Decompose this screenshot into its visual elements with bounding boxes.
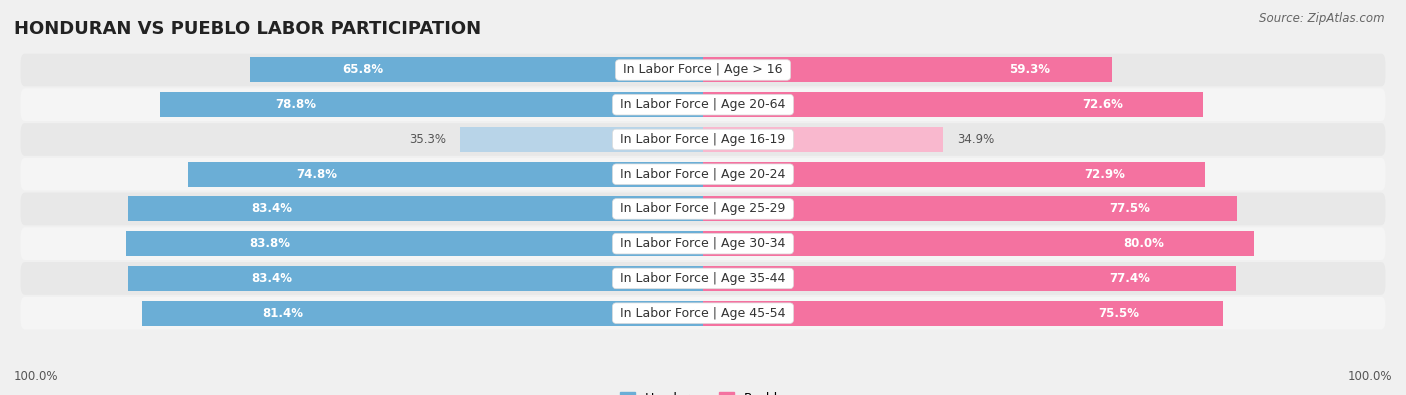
Text: 80.0%: 80.0% [1123, 237, 1164, 250]
Text: HONDURAN VS PUEBLO LABOR PARTICIPATION: HONDURAN VS PUEBLO LABOR PARTICIPATION [14, 19, 481, 38]
Bar [703, 231, 1254, 256]
Bar [142, 301, 703, 325]
FancyBboxPatch shape [21, 54, 1385, 87]
FancyBboxPatch shape [21, 297, 1385, 329]
Text: 100.0%: 100.0% [14, 371, 59, 384]
Bar [187, 162, 703, 187]
Text: 77.4%: 77.4% [1109, 272, 1150, 285]
Bar [703, 266, 1236, 291]
Bar [128, 196, 703, 222]
Bar [460, 127, 703, 152]
Text: 77.5%: 77.5% [1109, 203, 1150, 215]
Text: 34.9%: 34.9% [957, 133, 994, 146]
Text: 78.8%: 78.8% [276, 98, 316, 111]
Bar [703, 162, 1205, 187]
Text: 74.8%: 74.8% [297, 168, 337, 181]
Text: In Labor Force | Age 35-44: In Labor Force | Age 35-44 [616, 272, 790, 285]
Text: In Labor Force | Age 20-64: In Labor Force | Age 20-64 [616, 98, 790, 111]
Text: 81.4%: 81.4% [262, 307, 302, 320]
Bar [703, 58, 1112, 83]
Bar [160, 92, 703, 117]
Bar [703, 196, 1237, 222]
Bar [128, 266, 703, 291]
FancyBboxPatch shape [21, 123, 1385, 156]
FancyBboxPatch shape [21, 193, 1385, 225]
Legend: Honduran, Pueblo: Honduran, Pueblo [614, 387, 792, 395]
Bar [703, 127, 943, 152]
Text: 35.3%: 35.3% [409, 133, 446, 146]
Text: In Labor Force | Age 25-29: In Labor Force | Age 25-29 [616, 203, 790, 215]
Text: 100.0%: 100.0% [1347, 371, 1392, 384]
FancyBboxPatch shape [21, 158, 1385, 190]
Text: In Labor Force | Age > 16: In Labor Force | Age > 16 [619, 64, 787, 77]
Text: 83.4%: 83.4% [252, 272, 292, 285]
Text: 75.5%: 75.5% [1098, 307, 1140, 320]
Text: In Labor Force | Age 20-24: In Labor Force | Age 20-24 [616, 168, 790, 181]
Bar [125, 231, 703, 256]
Text: In Labor Force | Age 16-19: In Labor Force | Age 16-19 [616, 133, 790, 146]
FancyBboxPatch shape [21, 228, 1385, 260]
Text: Source: ZipAtlas.com: Source: ZipAtlas.com [1260, 12, 1385, 25]
FancyBboxPatch shape [21, 88, 1385, 121]
Bar [250, 58, 703, 83]
Bar [703, 301, 1223, 325]
Text: 83.8%: 83.8% [249, 237, 291, 250]
Text: In Labor Force | Age 30-34: In Labor Force | Age 30-34 [616, 237, 790, 250]
Text: 83.4%: 83.4% [252, 203, 292, 215]
Text: 59.3%: 59.3% [1010, 64, 1050, 77]
Text: 72.6%: 72.6% [1083, 98, 1123, 111]
Text: In Labor Force | Age 45-54: In Labor Force | Age 45-54 [616, 307, 790, 320]
FancyBboxPatch shape [21, 262, 1385, 295]
Text: 72.9%: 72.9% [1084, 168, 1125, 181]
Bar [703, 92, 1204, 117]
Text: 65.8%: 65.8% [343, 64, 384, 77]
